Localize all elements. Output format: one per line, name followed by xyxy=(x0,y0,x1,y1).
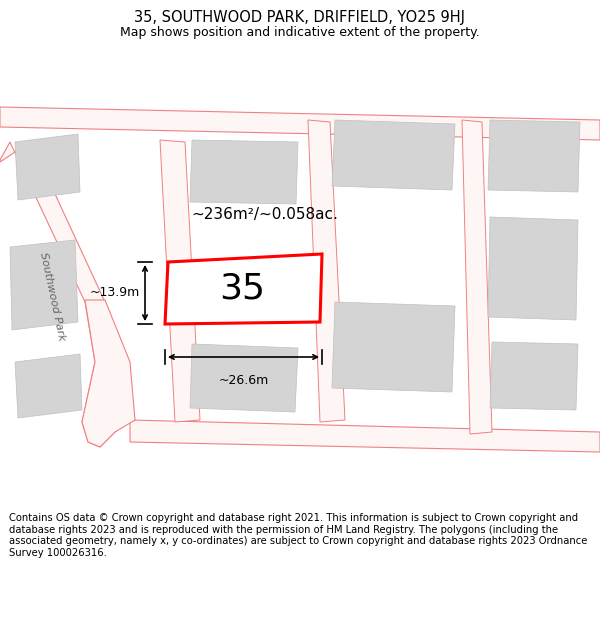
Polygon shape xyxy=(488,217,578,320)
Polygon shape xyxy=(0,107,600,140)
Polygon shape xyxy=(308,120,345,422)
Polygon shape xyxy=(0,140,130,447)
Polygon shape xyxy=(82,300,135,447)
Polygon shape xyxy=(160,140,200,422)
Polygon shape xyxy=(332,302,455,392)
Text: Southwood Park: Southwood Park xyxy=(38,252,66,342)
Text: ~13.9m: ~13.9m xyxy=(90,286,140,299)
Polygon shape xyxy=(15,354,82,418)
Polygon shape xyxy=(130,420,600,452)
Text: Map shows position and indicative extent of the property.: Map shows position and indicative extent… xyxy=(120,26,480,39)
Polygon shape xyxy=(490,342,578,410)
Polygon shape xyxy=(165,254,322,324)
Polygon shape xyxy=(190,140,298,204)
Text: ~236m²/~0.058ac.: ~236m²/~0.058ac. xyxy=(191,206,338,221)
Polygon shape xyxy=(462,120,492,434)
Text: ~26.6m: ~26.6m xyxy=(218,374,269,387)
Polygon shape xyxy=(10,240,78,330)
Polygon shape xyxy=(488,120,580,192)
Polygon shape xyxy=(190,344,298,412)
Polygon shape xyxy=(332,120,455,190)
Polygon shape xyxy=(15,134,80,200)
Text: 35: 35 xyxy=(220,272,265,306)
Text: 35, SOUTHWOOD PARK, DRIFFIELD, YO25 9HJ: 35, SOUTHWOOD PARK, DRIFFIELD, YO25 9HJ xyxy=(134,11,466,26)
Text: Contains OS data © Crown copyright and database right 2021. This information is : Contains OS data © Crown copyright and d… xyxy=(9,513,587,558)
